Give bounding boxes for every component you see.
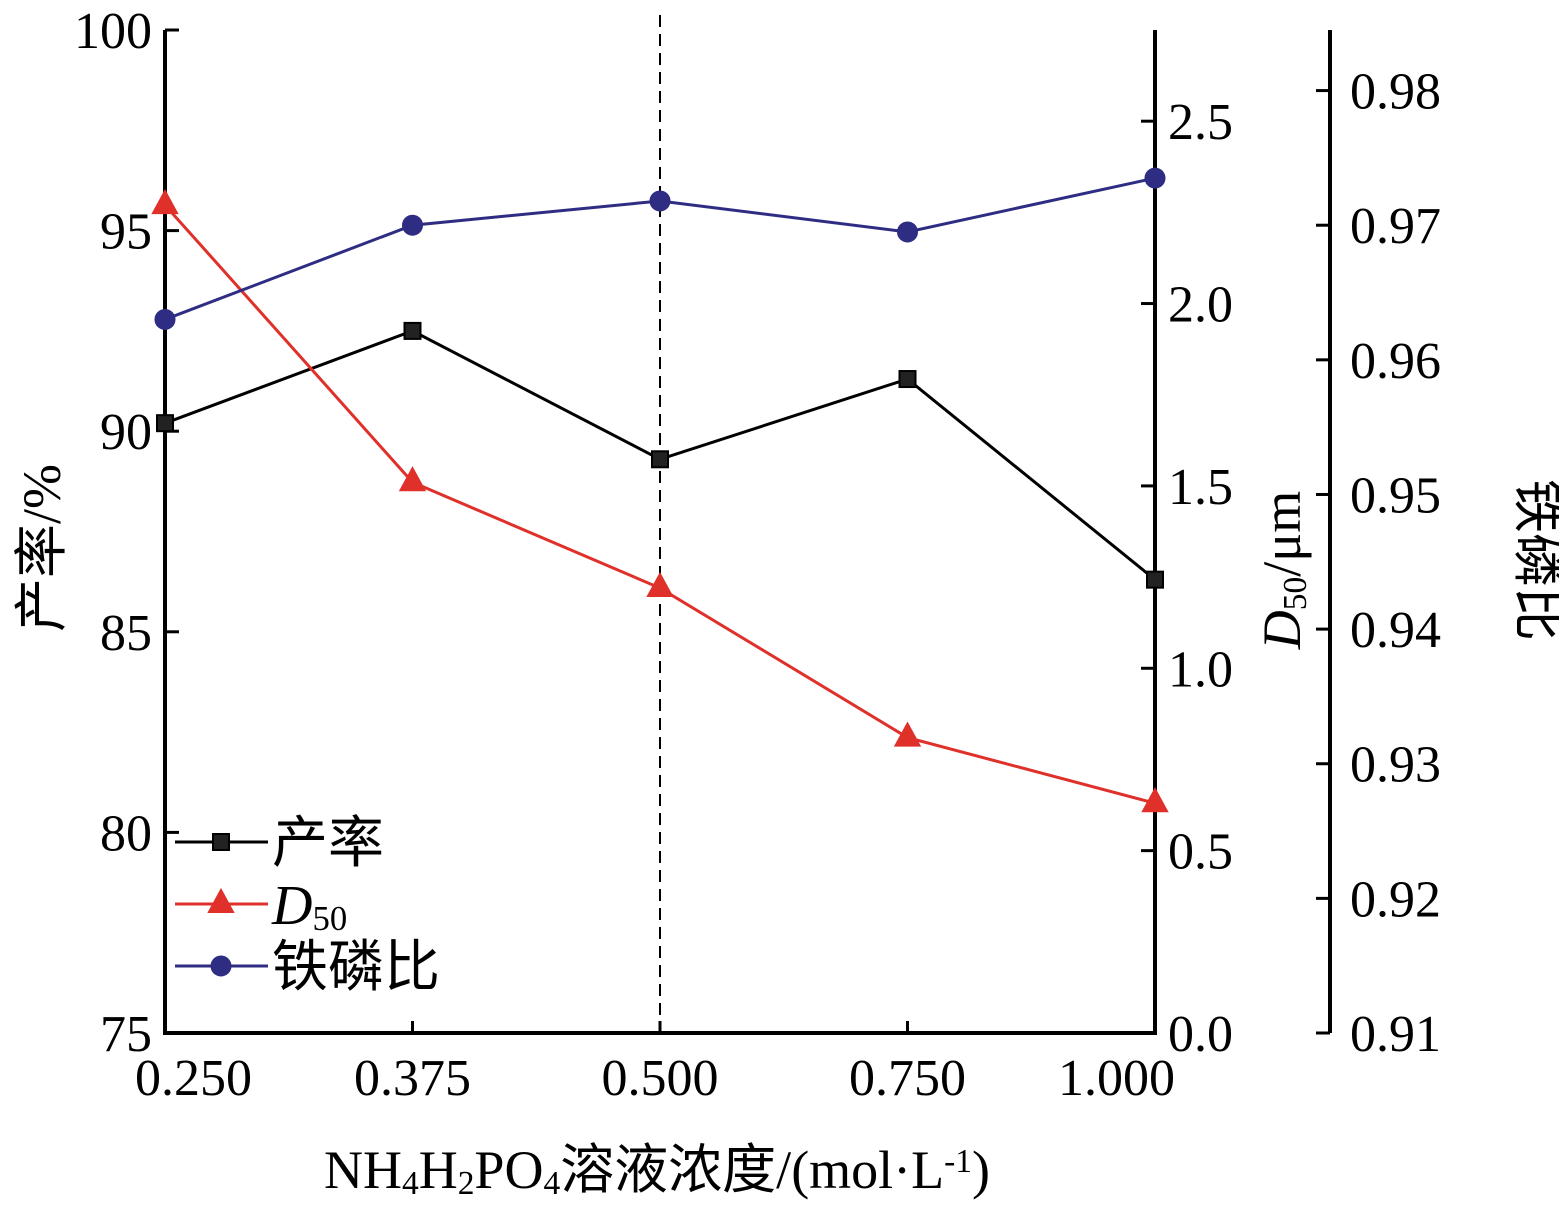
left-axis-tick-label: 85 [100,605,152,662]
right-axis-1-title: D50/μm [1252,491,1314,650]
data-point [649,190,671,212]
right-axis-2-tick-label: 0.92 [1350,871,1441,928]
x-axis-title-part: H [419,1140,458,1200]
legend-marker [212,833,230,851]
data-point [151,188,179,215]
right-axis-2-tick-label: 0.98 [1350,64,1441,121]
right-axis-2-tick-label: 0.93 [1350,737,1441,794]
right-axis-1-title-part: D [1252,610,1312,650]
x-axis-tick-label: 0.750 [849,1050,966,1107]
left-axis-tick-label: 90 [100,404,152,461]
legend-label: 铁磷比 [272,937,440,999]
right-axis-1-tick-label: 1.5 [1168,459,1233,516]
left-axis-tick-label: 75 [100,1006,152,1063]
data-point [402,214,423,236]
right-axis-2-tick-label: 0.95 [1350,467,1441,524]
legend-label-part: 50 [312,899,347,938]
x-axis-tick-label: 0.250 [135,1050,252,1107]
series-2 [154,167,1166,330]
x-axis-title-part: 4 [543,1165,560,1202]
x-axis-title-part: 4 [402,1165,419,1202]
data-point [154,308,176,330]
right-axis-2-title: 铁磷比 [1508,479,1559,641]
data-point [651,450,669,469]
x-axis-title-part: 2 [458,1165,475,1202]
x-axis-title-part: ) [972,1140,990,1200]
data-point [398,466,427,492]
legend-label-part: D [271,875,312,937]
right-axis-2-tick-label: 0.96 [1350,333,1441,390]
x-axis-title-part: 溶液浓度/(mol·L [560,1140,944,1200]
right-axis-2-tick-label: 0.94 [1350,602,1441,659]
right-axis-1-tick-label: 0.0 [1168,1006,1233,1063]
data-point [1146,570,1164,589]
data-point [156,414,174,433]
legend-marker [210,955,232,977]
data-point [646,571,674,598]
right-axis-1-tick-label: 1.0 [1168,641,1233,698]
left-axis-tick-label: 80 [100,805,152,862]
left-axis-title: 产率/% [12,464,72,632]
x-axis-title: NH4H2PO4溶液浓度/(mol·L-1) [324,1140,990,1202]
series-1 [151,188,1169,813]
legend-label: 产率 [272,813,384,875]
right-axis-1-tick-label: 2.5 [1168,94,1233,151]
x-axis-title-part: PO [474,1140,543,1200]
data-point [893,721,922,747]
right-axis-1-title-part: 50 [1277,577,1314,610]
series-0 [156,321,1164,589]
right-axis-2-tick-label: 0.91 [1350,1006,1441,1063]
data-point [1141,787,1169,813]
x-axis-title-part: -1 [944,1143,972,1180]
data-point [403,321,422,340]
right-axis-1-tick-label: 2.0 [1168,277,1233,334]
x-axis-tick-label: 1.000 [1058,1050,1175,1107]
right-axis-1-title-part: /μm [1252,491,1312,577]
data-point [898,370,917,389]
data-point [1144,167,1166,189]
x-axis-tick-label: 0.500 [602,1050,719,1107]
x-axis-tick-label: 0.375 [354,1050,471,1107]
x-axis-title-part: NH [324,1140,402,1200]
legend-label: D50 [271,875,347,938]
left-axis-tick-label: 100 [74,3,152,60]
right-axis-1-tick-label: 0.5 [1168,824,1233,881]
right-axis-2-tick-label: 0.97 [1350,198,1441,255]
left-axis-tick-label: 95 [100,204,152,261]
series-line [163,204,1156,805]
legend-marker [207,887,235,913]
data-point [897,221,918,243]
